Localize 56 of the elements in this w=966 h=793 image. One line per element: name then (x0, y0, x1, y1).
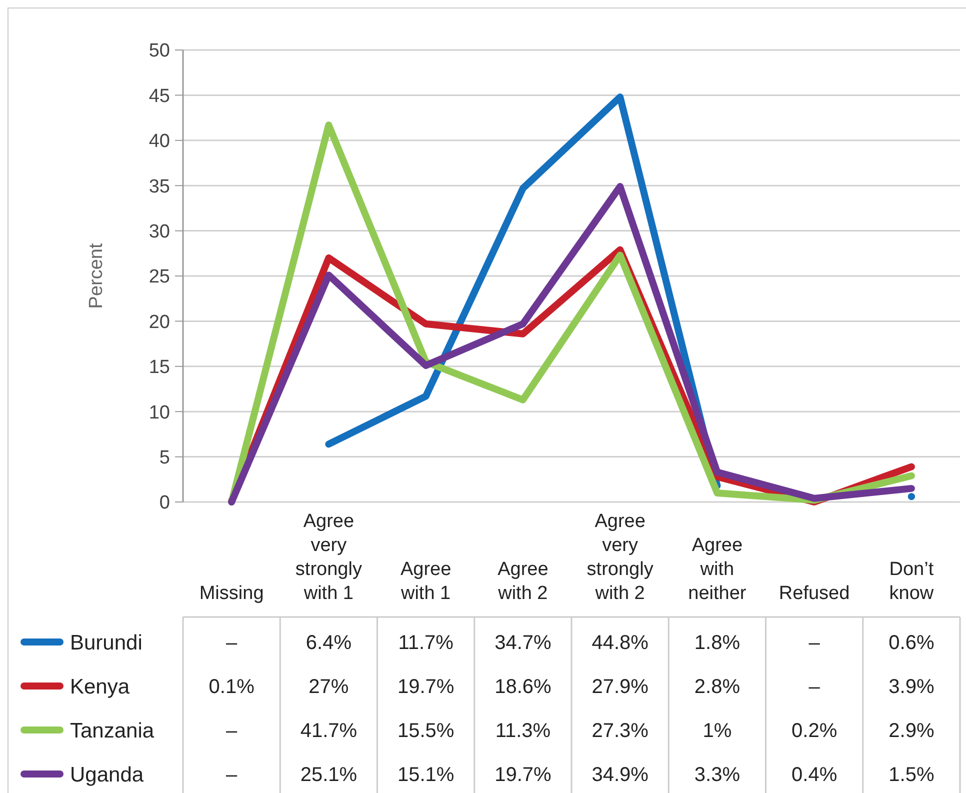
legend-label: Tanzania (70, 719, 154, 742)
data-label: 1.5% (888, 764, 934, 786)
data-label: 27.3% (592, 720, 649, 742)
x-tick-label: Missing (199, 583, 264, 604)
data-label: 0.6% (888, 632, 934, 654)
x-tick-label: Refused (778, 583, 850, 604)
y-tick-label: 15 (148, 357, 170, 378)
legend-label: Burundi (70, 631, 142, 654)
x-tick-label: Agree with 1 (400, 559, 452, 604)
data-label: 6.4% (306, 632, 352, 654)
data-label: 44.8% (592, 632, 649, 654)
y-tick-label: 40 (148, 131, 170, 152)
data-label: 3.9% (888, 676, 934, 698)
data-label: 0.4% (792, 764, 838, 786)
y-tick-label: 20 (148, 312, 170, 333)
y-tick-label: 45 (148, 86, 170, 107)
y-tick-label: 10 (148, 402, 170, 424)
y-tick-label: 35 (148, 176, 170, 198)
data-label: 1.8% (694, 632, 740, 654)
data-label: 41.7% (300, 720, 358, 742)
y-tick-label: 30 (148, 221, 170, 242)
x-tick-label: Don’t know (889, 559, 934, 604)
text: – (808, 632, 820, 654)
legend-label: Kenya (70, 675, 130, 698)
x-tick-label: Agree very strongly with 1 (295, 511, 362, 604)
data-label: 15.5% (397, 720, 454, 742)
data-label: 0.2% (792, 720, 838, 742)
y-tick-label: 25 (148, 266, 170, 288)
data-label: 19.7% (494, 764, 552, 786)
data-label: 2.8% (694, 676, 740, 698)
x-tick-label: Agree very strongly with 2 (586, 511, 654, 604)
x-tick-label: Agree with 2 (497, 559, 548, 604)
data-label: 11.3% (495, 720, 551, 742)
data-label: 18.6% (494, 676, 552, 698)
data-label: 34.7% (494, 632, 552, 654)
data-label: 2.9% (888, 720, 934, 742)
data-label: 11.7% (398, 632, 454, 654)
y-axis-title: Percent (86, 242, 107, 309)
legend-label: Uganda (70, 763, 144, 786)
data-label: 0.1% (208, 676, 255, 698)
data-label: 34.9% (592, 764, 649, 786)
y-tick-label: 0 (159, 492, 170, 514)
x-tick-label: Agree with neither (688, 535, 747, 604)
data-label: 3.3% (694, 764, 740, 786)
data-label: – (808, 676, 821, 698)
text: – (226, 632, 238, 654)
y-tick-label: 5 (159, 447, 170, 468)
data-label: 15.1% (397, 764, 454, 786)
data-label: 25.1% (300, 764, 358, 786)
data-label: – (226, 720, 238, 742)
data-label: – (226, 764, 238, 786)
data-label: 27.9% (592, 676, 649, 698)
y-tick-label: 50 (148, 40, 170, 62)
data-label: 19.7% (397, 676, 454, 698)
data-label: 1% (702, 720, 732, 742)
data-label: 27% (308, 676, 349, 698)
